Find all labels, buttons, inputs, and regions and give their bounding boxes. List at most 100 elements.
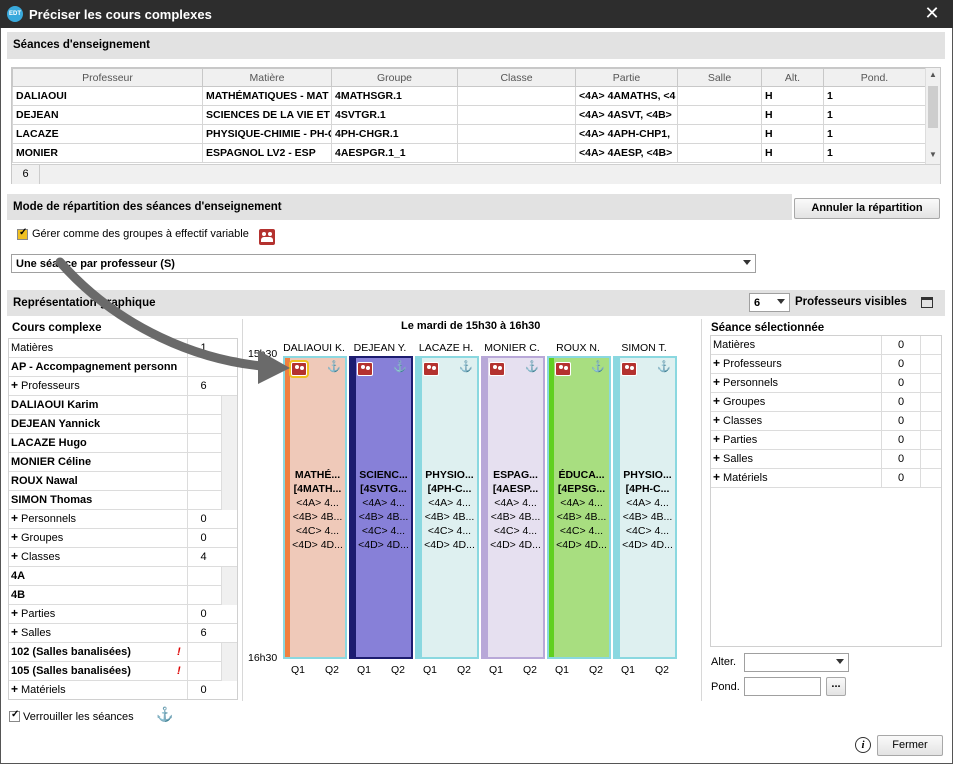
list-scrollbar[interactable] — [221, 396, 237, 510]
pond-input[interactable] — [744, 677, 821, 696]
variable-groups-label: Gérer comme des groupes à effectif varia… — [32, 228, 249, 240]
seance-block[interactable]: ⚓ PHYSIO... [4PH-C... <4A> 4... <4B> 4B... <4… — [415, 356, 479, 659]
row-label: LACAZE Hugo — [11, 437, 87, 449]
expand-icon[interactable]: + — [713, 470, 721, 484]
expand-icon[interactable]: + — [11, 606, 19, 620]
quinzaine-label: Q1 — [291, 664, 306, 676]
table-cell: 4AESPGR.1_1 — [331, 143, 458, 163]
cours-complexe-row[interactable]: MONIER Céline — [9, 453, 237, 472]
column-header[interactable]: Groupe — [331, 68, 458, 87]
list-scrollbar[interactable] — [221, 567, 237, 605]
cours-complexe-row[interactable]: + Groupes 0 — [9, 529, 237, 548]
cours-complexe-row[interactable]: AP - Accompagnement personn — [9, 358, 237, 377]
expand-icon[interactable]: + — [713, 375, 721, 389]
row-count — [187, 434, 219, 452]
cours-complexe-row[interactable]: 4B — [9, 586, 237, 605]
cours-complexe-row[interactable]: + Matériels 0 — [9, 681, 237, 699]
table-scrollbar[interactable]: ▲ ▼ — [925, 68, 940, 164]
column-header[interactable]: Matière — [202, 68, 332, 87]
groups-icon[interactable] — [555, 362, 571, 376]
groups-icon[interactable] — [489, 362, 505, 376]
seance-block[interactable]: ⚓ ESPAG... [4AESP... <4A> 4... <4B> 4B... <4C… — [481, 356, 545, 659]
groups-icon[interactable] — [357, 362, 373, 376]
seance-selectionnee-row[interactable]: Matières 0 — [711, 336, 941, 355]
expand-icon[interactable]: + — [11, 378, 19, 392]
expand-icon[interactable]: + — [11, 549, 19, 563]
expand-icon[interactable]: + — [11, 682, 19, 696]
expand-icon[interactable]: + — [11, 511, 19, 525]
column-header[interactable]: Salle — [677, 68, 762, 87]
cours-complexe-row[interactable]: 4A — [9, 567, 237, 586]
seance-partie: <4C> 4... — [295, 525, 340, 537]
cours-complexe-row[interactable]: 105 (Salles banalisées)! — [9, 662, 237, 681]
seance-selectionnee-row[interactable]: + Professeurs 0 — [711, 355, 941, 374]
cours-complexe-row[interactable]: + Professeurs 6 — [9, 377, 237, 396]
visible-count-dropdown[interactable]: 6 — [749, 293, 790, 312]
cours-complexe-row[interactable]: ROUX Nawal — [9, 472, 237, 491]
cours-complexe-row[interactable]: DEJEAN Yannick — [9, 415, 237, 434]
seance-block[interactable]: ⚓ MATHÉ... [4MATH... <4A> 4... <4B> 4B... <4C… — [283, 356, 347, 659]
cours-complexe-row[interactable]: + Personnels 0 — [9, 510, 237, 529]
seance-block[interactable]: ⚓ PHYSIO... [4PH-C... <4A> 4... <4B> 4B... <4… — [613, 356, 677, 659]
seance-block[interactable]: ⚓ ÉDUCA... [4EPSG... <4A> 4... <4B> 4B... <4C… — [547, 356, 611, 659]
cours-complexe-row[interactable]: 102 (Salles banalisées)! — [9, 643, 237, 662]
row-count: 0 — [187, 681, 219, 699]
scroll-up-icon[interactable]: ▲ — [929, 70, 937, 79]
seance-selectionnee-row[interactable]: + Personnels 0 — [711, 374, 941, 393]
cours-complexe-list: Matières 1 AP - Accompagnement personn + Pro… — [8, 338, 238, 700]
pond-button[interactable]: ... — [826, 677, 846, 696]
close-icon[interactable]: ✕ — [924, 3, 940, 23]
column-header[interactable]: Pond. — [823, 68, 926, 87]
lock-seances-checkbox[interactable]: ✓ — [9, 709, 20, 722]
close-button[interactable]: Fermer — [877, 735, 943, 756]
cours-complexe-row[interactable]: SIMON Thomas — [9, 491, 237, 510]
expand-icon[interactable]: + — [713, 356, 721, 370]
cancel-repartition-button[interactable]: Annuler la répartition — [794, 198, 940, 219]
seance-selectionnee-row[interactable]: + Groupes 0 — [711, 393, 941, 412]
column-header[interactable]: Partie — [575, 68, 678, 87]
seance-selectionnee-row[interactable]: + Classes 0 — [711, 412, 941, 431]
groups-icon[interactable] — [621, 362, 637, 376]
cours-complexe-row[interactable]: DALIAOUI Karim — [9, 396, 237, 415]
column-header[interactable]: Alt. — [761, 68, 824, 87]
table-row[interactable]: DALIAOUI MATHÉMATIQUES - MAT 4MATHSGR.1 <4A… — [12, 86, 926, 106]
list-scrollbar[interactable] — [221, 643, 237, 681]
groups-icon[interactable] — [259, 229, 275, 245]
quinzaine-label: Q1 — [555, 664, 570, 676]
seance-selectionnee-row[interactable]: + Salles 0 — [711, 450, 941, 469]
seance-partie: <4D> 4D... — [424, 539, 475, 551]
seance-selectionnee-row[interactable]: + Parties 0 — [711, 431, 941, 450]
expand-icon[interactable]: + — [11, 625, 19, 639]
seance-partie: <4A> 4... — [362, 497, 405, 509]
cours-complexe-row[interactable]: + Salles 6 — [9, 624, 237, 643]
info-icon[interactable]: i — [855, 737, 871, 753]
row-label: Matériels — [21, 684, 66, 696]
repartition-mode-dropdown[interactable]: Une séance par professeur (S) — [11, 254, 756, 273]
expand-icon[interactable]: + — [713, 432, 721, 446]
table-row[interactable]: DEJEAN SCIENCES DE LA VIE ET 4SVTGR.1 <4A> … — [12, 105, 926, 125]
cours-complexe-row[interactable]: + Classes 4 — [9, 548, 237, 567]
scroll-down-icon[interactable]: ▼ — [929, 150, 937, 159]
expand-icon[interactable]: + — [713, 394, 721, 408]
table-cell: H — [761, 105, 824, 125]
expand-icon[interactable]: + — [713, 413, 721, 427]
seance-selectionnee-row[interactable]: + Matériels 0 — [711, 469, 941, 488]
seance-partie: <4A> 4... — [560, 497, 603, 509]
table-cell: 4SVTGR.1 — [331, 105, 458, 125]
alter-dropdown[interactable] — [744, 653, 849, 672]
cours-complexe-row[interactable]: Matières 1 — [9, 339, 237, 358]
window-icon[interactable] — [921, 297, 933, 308]
groups-icon[interactable] — [423, 362, 439, 376]
column-header[interactable]: Professeur — [12, 68, 203, 87]
cours-complexe-row[interactable]: + Parties 0 — [9, 605, 237, 624]
expand-icon[interactable]: + — [713, 451, 721, 465]
table-row[interactable]: LACAZE PHYSIQUE-CHIMIE - PH-C 4PH-CHGR.1 <4… — [12, 124, 926, 144]
seance-block[interactable]: ⚓ SCIENC... [4SVTG... <4A> 4... <4B> 4B... <4… — [349, 356, 413, 659]
column-header[interactable]: Classe — [457, 68, 576, 87]
groups-icon[interactable] — [289, 360, 309, 378]
expand-icon[interactable]: + — [11, 530, 19, 544]
table-row[interactable]: MONIER ESPAGNOL LV2 - ESP 4AESPGR.1_1 <4A> … — [12, 143, 926, 163]
variable-groups-checkbox[interactable]: ✓ — [17, 227, 28, 240]
cours-complexe-row[interactable]: LACAZE Hugo — [9, 434, 237, 453]
warning-icon: ! — [177, 665, 181, 677]
